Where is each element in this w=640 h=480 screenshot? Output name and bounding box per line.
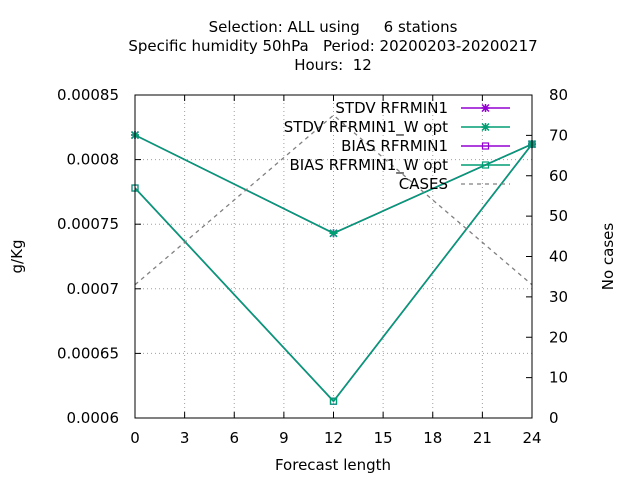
grid bbox=[135, 95, 532, 418]
y2-tick-label: 40 bbox=[549, 248, 568, 266]
legend-label: BIAS RFRMIN1 bbox=[341, 137, 448, 155]
legend-item: STDV RFRMIN1_W opt bbox=[284, 118, 510, 137]
series-line bbox=[134, 143, 533, 403]
y2-tick-label: 30 bbox=[549, 288, 568, 306]
series-layer bbox=[130, 114, 537, 405]
x-tick-label: 21 bbox=[473, 429, 492, 447]
title-line: Specific humidity 50hPa Period: 20200203… bbox=[128, 37, 537, 55]
y2-tick-label: 0 bbox=[549, 409, 559, 427]
y-tick-label: 0.0007 bbox=[67, 280, 120, 298]
x-tick-label: 3 bbox=[180, 429, 190, 447]
y2-tick-label: 50 bbox=[549, 207, 568, 225]
series-line bbox=[134, 114, 533, 286]
y2-tick-label: 10 bbox=[549, 369, 568, 387]
x-tick-label: 18 bbox=[423, 429, 442, 447]
star-marker bbox=[481, 122, 490, 132]
legend-item: STDV RFRMIN1 bbox=[335, 99, 510, 117]
series-2 bbox=[131, 140, 536, 405]
y-tick-label: 0.00065 bbox=[57, 344, 119, 362]
y2-axis-label: No cases bbox=[599, 223, 617, 291]
square-marker bbox=[329, 397, 338, 405]
y-axis-label: g/Kg bbox=[8, 240, 26, 274]
y2-tick-label: 80 bbox=[549, 86, 568, 104]
y-tick-label: 0.0006 bbox=[67, 409, 120, 427]
x-tick-label: 15 bbox=[374, 429, 393, 447]
legend-item: CASES bbox=[399, 175, 510, 193]
series-1 bbox=[130, 131, 537, 238]
chart-title: Selection: ALL using 6 stationsSpecific … bbox=[128, 18, 537, 74]
y-tick-label: 0.00085 bbox=[57, 86, 119, 104]
y-tick-label: 0.0008 bbox=[67, 151, 120, 169]
square-marker bbox=[481, 161, 490, 169]
legend-label: STDV RFRMIN1 bbox=[335, 99, 448, 117]
square-marker bbox=[481, 142, 490, 150]
title-line: Selection: ALL using 6 stations bbox=[209, 18, 458, 36]
y2-tick-label: 70 bbox=[549, 126, 568, 144]
x-tick-label: 6 bbox=[229, 429, 239, 447]
x-tick-label: 9 bbox=[279, 429, 289, 447]
legend-item: BIAS RFRMIN1_W opt bbox=[289, 156, 510, 175]
x-tick-label: 12 bbox=[324, 429, 343, 447]
title-line: Hours: 12 bbox=[294, 56, 372, 74]
series-3 bbox=[131, 140, 536, 405]
series-4 bbox=[134, 114, 533, 286]
x-tick-label: 0 bbox=[130, 429, 140, 447]
legend-label: BIAS RFRMIN1_W opt bbox=[289, 156, 448, 175]
star-marker bbox=[329, 229, 338, 238]
y-tick-label: 0.00075 bbox=[57, 215, 119, 233]
series-line bbox=[134, 143, 533, 403]
legend-item: BIAS RFRMIN1 bbox=[341, 137, 510, 155]
legend-label: STDV RFRMIN1_W opt bbox=[284, 118, 448, 137]
y2-tick-label: 60 bbox=[549, 167, 568, 185]
series-0 bbox=[130, 131, 537, 238]
x-axis-label: Forecast length bbox=[275, 456, 391, 474]
ticks: 0 3 6 9 12 15 18 21 24 0.0006 0.00065 0.0007 0.00075… bbox=[57, 86, 568, 447]
x-tick-label: 24 bbox=[522, 429, 541, 447]
y2-tick-label: 20 bbox=[549, 328, 568, 346]
star-marker bbox=[481, 103, 490, 113]
legend-label: CASES bbox=[399, 175, 448, 193]
